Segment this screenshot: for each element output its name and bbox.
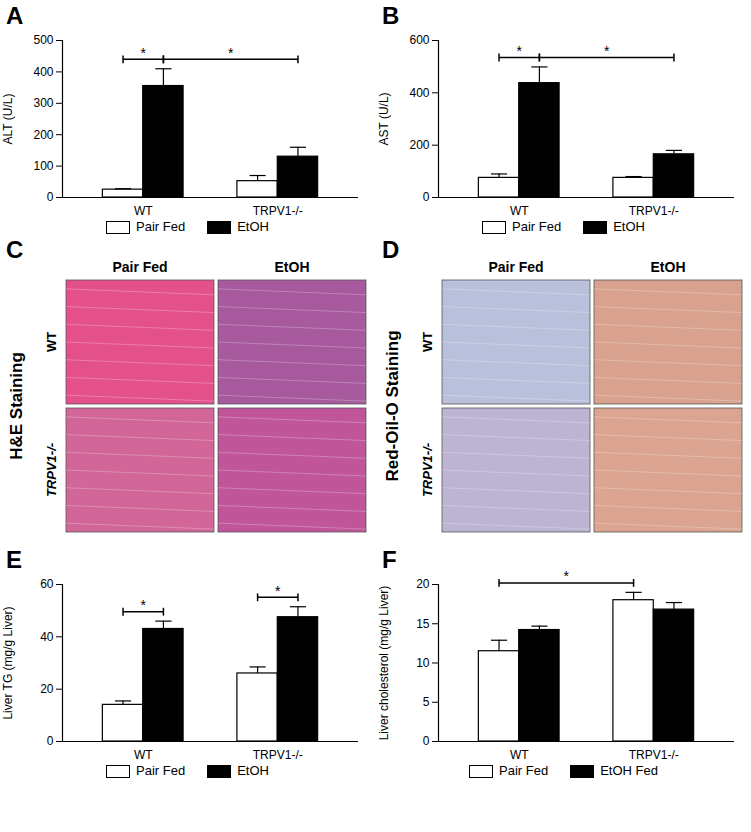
svg-text:500: 500 <box>33 33 53 47</box>
svg-text:15: 15 <box>416 617 430 631</box>
svg-text:300: 300 <box>33 96 53 110</box>
html-text:B: B <box>382 2 400 29</box>
svg-text:WT: WT <box>134 748 153 762</box>
svg-text:200: 200 <box>409 138 429 152</box>
svg-text:*: * <box>228 45 234 61</box>
svg-text:Pair Fed: Pair Fed <box>112 259 167 275</box>
svg-text:TRPV1-/-: TRPV1-/- <box>420 443 435 497</box>
svg-text:40: 40 <box>40 630 54 644</box>
html-text:EtOH: EtOH <box>237 219 269 234</box>
svg-text:AST (U/L): AST (U/L) <box>377 92 391 145</box>
svg-text:*: * <box>141 45 147 61</box>
svg-text:400: 400 <box>409 86 429 100</box>
svg-text:TRPV1-/-: TRPV1-/- <box>629 748 679 762</box>
svg-text:*: * <box>604 43 610 59</box>
html-text:Pair Fed: Pair Fed <box>512 219 562 234</box>
svg-text:TRPV1-/-: TRPV1-/- <box>44 443 59 497</box>
svg-text:EtOH: EtOH <box>651 259 686 275</box>
svg-text:Pair Fed: Pair Fed <box>488 259 543 275</box>
svg-text:0: 0 <box>47 734 54 748</box>
svg-text:0: 0 <box>423 190 430 204</box>
html-text:E: E <box>6 546 22 574</box>
svg-text:EtOH: EtOH <box>275 259 310 275</box>
html-text:Pair Fed: Pair Fed <box>136 763 186 779</box>
svg-text:H&E Staining: H&E Staining <box>7 352 26 460</box>
svg-text:Red-Oil-O Staining: Red-Oil-O Staining <box>383 331 402 482</box>
html-text:EtOH Fed: EtOH Fed <box>600 763 658 779</box>
svg-text:*: * <box>275 583 281 599</box>
html-text:C: C <box>6 236 24 264</box>
svg-text:WT: WT <box>510 204 529 218</box>
svg-text:0: 0 <box>423 734 430 748</box>
svg-text:0: 0 <box>47 190 54 204</box>
svg-text:TRPV1-/-: TRPV1-/- <box>253 204 303 218</box>
svg-text:TRPV1-/-: TRPV1-/- <box>629 204 679 218</box>
html-text:Pair Fed: Pair Fed <box>499 763 549 779</box>
html-text:EtOH: EtOH <box>237 763 269 779</box>
svg-text:10: 10 <box>416 656 430 670</box>
svg-text:*: * <box>517 43 523 59</box>
svg-text:Liver TG (mg/g Liver): Liver TG (mg/g Liver) <box>1 606 15 719</box>
svg-text:100: 100 <box>33 159 53 173</box>
svg-text:WT: WT <box>44 332 59 352</box>
html-text:D: D <box>382 236 400 264</box>
svg-text:5: 5 <box>423 695 430 709</box>
svg-text:60: 60 <box>40 577 54 591</box>
svg-text:*: * <box>564 568 570 584</box>
html-text:A: A <box>6 2 24 29</box>
html-text:Pair Fed: Pair Fed <box>136 219 186 234</box>
html-text:F: F <box>382 546 397 574</box>
svg-text:ALT (U/L): ALT (U/L) <box>1 94 15 145</box>
svg-text:20: 20 <box>416 577 430 591</box>
svg-text:WT: WT <box>510 748 529 762</box>
svg-text:400: 400 <box>33 65 53 79</box>
html-text:EtOH: EtOH <box>613 219 645 234</box>
svg-text:600: 600 <box>409 33 429 47</box>
svg-text:WT: WT <box>134 204 153 218</box>
svg-text:Liver cholesterol (mg/g Liver): Liver cholesterol (mg/g Liver) <box>377 586 391 741</box>
svg-text:200: 200 <box>33 128 53 142</box>
svg-text:20: 20 <box>40 682 54 696</box>
svg-text:WT: WT <box>420 332 435 352</box>
svg-text:*: * <box>141 597 147 613</box>
svg-text:TRPV1-/-: TRPV1-/- <box>253 748 303 762</box>
